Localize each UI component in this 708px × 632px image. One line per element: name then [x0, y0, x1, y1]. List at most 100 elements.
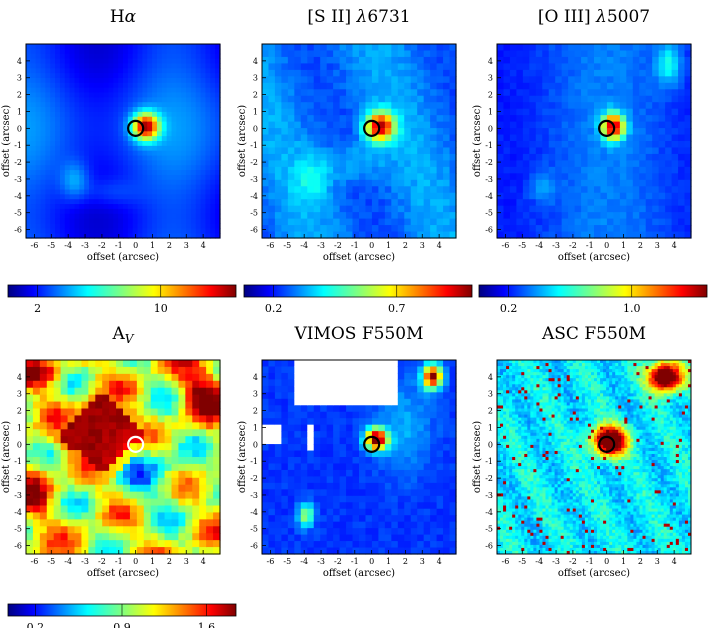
x-tick-label: 4 [437, 241, 442, 250]
colorbar-tick-label: 1.0 [623, 302, 641, 315]
x-tick-label: 2 [403, 557, 408, 566]
x-tick-label: -2 [569, 241, 577, 250]
x-axis-label: offset (arcsec) [558, 568, 630, 579]
colorbar-tick-label: 0.2 [265, 302, 283, 315]
x-tick-label: -6 [502, 241, 510, 250]
y-tick-label: -3 [485, 175, 493, 184]
y-tick-label: 1 [488, 423, 493, 432]
x-tick-label: 0 [604, 241, 609, 250]
y-tick-label: 2 [253, 407, 258, 416]
x-tick-label: -3 [317, 557, 325, 566]
x-tick-label: 2 [638, 241, 643, 250]
y-tick-label: -1 [485, 141, 493, 150]
x-tick-label: 0 [369, 241, 374, 250]
y-tick-label: -2 [485, 474, 493, 483]
x-tick-label: 4 [201, 557, 206, 566]
y-tick-label: 0 [253, 124, 258, 133]
x-tick-label: -1 [351, 241, 359, 250]
y-tick-label: -3 [14, 175, 22, 184]
x-tick-label: 3 [655, 557, 660, 566]
x-tick-label: -2 [98, 241, 106, 250]
x-tick-label: 1 [150, 241, 155, 250]
x-tick-label: 2 [167, 241, 172, 250]
x-tick-label: 1 [386, 557, 391, 566]
x-axis-label: offset (arcsec) [323, 568, 395, 579]
y-tick-label: 0 [488, 440, 493, 449]
panel-title-vimos: VIMOS F550M [293, 324, 423, 344]
x-tick-label: -2 [334, 557, 342, 566]
y-tick-label: 2 [488, 91, 493, 100]
y-tick-label: -5 [485, 525, 493, 534]
y-tick-label: -2 [14, 474, 22, 483]
x-tick-label: -2 [569, 557, 577, 566]
y-tick-label: -6 [14, 226, 22, 235]
y-tick-label: 1 [253, 107, 258, 116]
x-tick-label: 1 [386, 241, 391, 250]
x-tick-label: -1 [115, 241, 123, 250]
x-tick-label: -5 [47, 557, 55, 566]
x-tick-label: -1 [586, 241, 594, 250]
y-axis-label: offset (arcsec) [472, 421, 483, 493]
x-tick-label: -3 [81, 241, 89, 250]
x-tick-label: -4 [64, 557, 72, 566]
y-tick-label: 4 [488, 57, 493, 66]
x-tick-label: 3 [420, 241, 425, 250]
x-tick-label: 4 [437, 557, 442, 566]
colorbar-tick-label: 0.2 [27, 621, 45, 628]
y-tick-label: -5 [14, 525, 22, 534]
colorbar-tick-label: 1.6 [198, 621, 216, 628]
panel-title-asc: ASC F550M [541, 324, 646, 344]
y-tick-label: -6 [250, 226, 258, 235]
x-tick-label: -5 [518, 241, 526, 250]
y-tick-label: 4 [488, 373, 493, 382]
x-tick-label: 1 [621, 241, 626, 250]
x-tick-label: -2 [334, 241, 342, 250]
y-tick-label: 4 [253, 373, 258, 382]
y-tick-label: 4 [17, 57, 22, 66]
y-tick-label: -6 [250, 542, 258, 551]
x-tick-label: -3 [81, 557, 89, 566]
panel-title-sii: [S II] λ6731 [307, 7, 410, 27]
x-tick-label: 0 [133, 557, 138, 566]
x-tick-label: 3 [655, 241, 660, 250]
x-tick-label: -3 [552, 241, 560, 250]
x-tick-label: -4 [535, 557, 543, 566]
x-tick-label: 0 [133, 241, 138, 250]
x-tick-label: 4 [201, 241, 206, 250]
y-tick-label: -6 [485, 542, 493, 551]
colorbar-tick-label: 10 [154, 302, 168, 315]
panel-title-av: AV [112, 324, 135, 346]
y-tick-label: 2 [253, 91, 258, 100]
x-tick-label: 1 [150, 557, 155, 566]
y-tick-label: 2 [488, 407, 493, 416]
x-tick-label: 0 [369, 557, 374, 566]
x-tick-label: -5 [47, 241, 55, 250]
y-tick-label: -3 [250, 491, 258, 500]
y-tick-label: -3 [485, 491, 493, 500]
x-tick-label: 4 [672, 241, 677, 250]
x-tick-label: -1 [586, 557, 594, 566]
x-tick-label: -5 [518, 557, 526, 566]
x-tick-label: -6 [267, 241, 275, 250]
y-axis-label: offset (arcsec) [1, 421, 12, 493]
x-tick-label: 3 [184, 557, 189, 566]
x-tick-label: 1 [621, 557, 626, 566]
x-tick-label: -5 [283, 557, 291, 566]
y-tick-label: 1 [17, 423, 22, 432]
x-tick-label: 4 [672, 557, 677, 566]
y-tick-label: -4 [250, 508, 258, 517]
y-tick-label: 3 [17, 74, 22, 83]
y-tick-label: -4 [485, 508, 493, 517]
y-tick-label: 1 [17, 107, 22, 116]
colorbar-tick-label: 0.7 [388, 302, 406, 315]
y-tick-label: 0 [488, 124, 493, 133]
x-tick-label: 0 [604, 557, 609, 566]
x-tick-label: -3 [317, 241, 325, 250]
x-tick-label: 2 [403, 241, 408, 250]
y-tick-label: -5 [14, 209, 22, 218]
y-tick-label: -2 [485, 158, 493, 167]
x-tick-label: -4 [300, 241, 308, 250]
x-tick-label: -6 [31, 241, 39, 250]
colorbar-tick-label: 0.2 [500, 302, 518, 315]
